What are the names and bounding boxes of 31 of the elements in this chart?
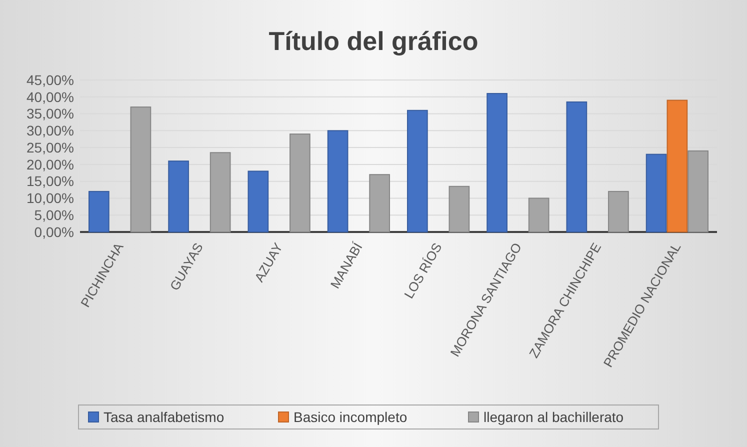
bar	[130, 106, 152, 232]
y-tick-label: 20,00%	[26, 156, 74, 172]
y-tick-label: 5,00%	[34, 207, 74, 224]
y-tick-label: 30,00%	[26, 122, 74, 139]
legend-label: llegaron al bachillerato	[484, 408, 624, 425]
bar	[486, 93, 508, 232]
bar	[688, 150, 708, 232]
y-tick-label: 25,00%	[26, 139, 74, 156]
legend-label: Tasa analfabetismo	[104, 408, 224, 425]
chart-title: Título del gráfico	[268, 26, 478, 56]
y-tick-label: 0,00%	[34, 224, 74, 240]
bar	[528, 198, 550, 232]
legend-label: Basico incompleto	[294, 408, 408, 425]
bar	[327, 130, 348, 232]
y-tick-label: 35,00%	[26, 106, 74, 122]
bar	[168, 160, 189, 232]
bar	[646, 154, 667, 232]
bar	[290, 134, 310, 232]
y-tick-label: 45,00%	[26, 72, 74, 88]
y-tick-label: 40,00%	[26, 88, 74, 105]
bar	[407, 110, 428, 232]
bar	[608, 190, 629, 232]
bar	[666, 100, 688, 232]
bar	[566, 101, 588, 232]
bar	[88, 190, 110, 232]
bar	[248, 170, 269, 232]
bar	[369, 174, 390, 232]
y-tick-label: 15,00%	[26, 173, 74, 190]
y-tick-label: 10,00%	[26, 190, 74, 206]
bar	[448, 186, 470, 232]
bar	[210, 152, 231, 232]
